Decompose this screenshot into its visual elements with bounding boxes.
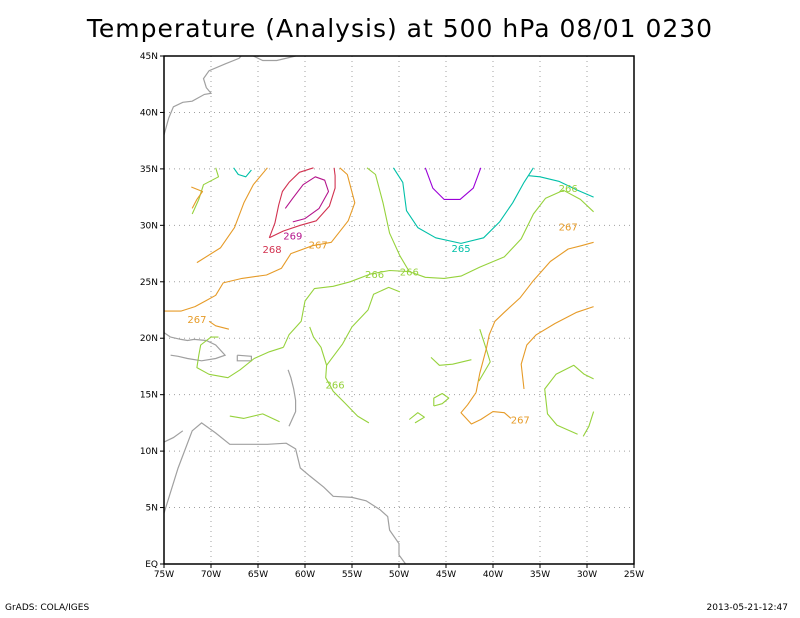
contour-line bbox=[269, 167, 336, 239]
grid-layer bbox=[164, 56, 634, 564]
y-tick-label: 35N bbox=[140, 165, 158, 175]
contour-label: 267 bbox=[309, 241, 328, 252]
y-tick-label: 20N bbox=[140, 334, 158, 344]
coastline bbox=[170, 336, 227, 362]
contour-line bbox=[229, 413, 280, 423]
x-tick-label: 25W bbox=[624, 570, 644, 580]
x-tick-label: 65W bbox=[248, 570, 268, 580]
contour-line bbox=[196, 167, 268, 264]
contour-label: 266 bbox=[559, 184, 578, 195]
contour-label: 266 bbox=[400, 268, 419, 279]
x-tick-label: 75W bbox=[154, 570, 174, 580]
footer-credit: GrADS: COLA/IGES bbox=[5, 603, 90, 613]
coastline bbox=[163, 332, 171, 338]
y-tick-label: 40N bbox=[140, 108, 158, 118]
x-tick-label: 60W bbox=[295, 570, 315, 580]
contour-line bbox=[430, 356, 472, 366]
contour-line bbox=[282, 269, 410, 348]
map-title: Temperature (Analysis) at 500 hPa 08/01 … bbox=[86, 14, 714, 43]
y-tick-label: 30N bbox=[140, 221, 158, 231]
x-tick-label: 70W bbox=[201, 570, 221, 580]
coastline bbox=[163, 55, 242, 136]
y-tick-label: EQ bbox=[145, 560, 158, 570]
contour-layer bbox=[164, 167, 595, 437]
x-tick-label: 45W bbox=[436, 570, 456, 580]
contour-label: 266 bbox=[365, 270, 384, 281]
x-tick-label: 30W bbox=[577, 570, 597, 580]
axis-tick-layer: 75W 70W 65W 60W 55W 50W 45W 40W 35W 30W 25W EQ 5N 10N… bbox=[140, 52, 644, 580]
contour-line bbox=[284, 176, 330, 223]
y-tick-label: 25N bbox=[140, 278, 158, 288]
contour-line bbox=[191, 167, 220, 215]
contour-label: 268 bbox=[263, 245, 282, 256]
contour-line bbox=[191, 186, 204, 209]
contour-label: 267 bbox=[511, 416, 530, 427]
contour-line bbox=[520, 306, 594, 390]
coastline bbox=[253, 55, 296, 62]
contour-line bbox=[408, 412, 425, 424]
contour-line bbox=[475, 241, 594, 393]
contour-line bbox=[366, 167, 594, 279]
y-tick-label: 10N bbox=[140, 447, 158, 457]
x-tick-label: 55W bbox=[342, 570, 362, 580]
contour-line bbox=[392, 167, 534, 244]
contour-line bbox=[424, 167, 482, 200]
x-tick-label: 50W bbox=[389, 570, 409, 580]
contour-label: 267 bbox=[559, 222, 578, 233]
contour-line bbox=[196, 336, 284, 379]
coastline bbox=[236, 354, 252, 362]
x-tick-label: 40W bbox=[483, 570, 503, 580]
y-tick-label: 45N bbox=[140, 52, 158, 62]
contour-line bbox=[208, 320, 230, 330]
contour-label: 265 bbox=[451, 244, 470, 255]
coastline bbox=[163, 422, 407, 565]
y-tick-label: 5N bbox=[146, 504, 158, 514]
y-tick-label: 15N bbox=[140, 391, 158, 401]
contour-line bbox=[326, 286, 401, 366]
contour-line bbox=[544, 364, 594, 435]
map-frame bbox=[163, 55, 635, 565]
contour-label: 266 bbox=[326, 381, 345, 392]
contour-line bbox=[309, 326, 370, 424]
contour-label: 267 bbox=[187, 315, 206, 326]
contour-line bbox=[268, 167, 314, 238]
contour-line bbox=[478, 329, 491, 382]
x-tick-label: 35W bbox=[530, 570, 550, 580]
coastline-layer bbox=[163, 55, 407, 565]
contour-line bbox=[433, 392, 450, 407]
contour-line bbox=[233, 167, 252, 178]
footer-timestamp: 2013-05-21-12:47 bbox=[706, 603, 789, 613]
contour-line bbox=[460, 392, 512, 425]
contour-line bbox=[164, 167, 356, 312]
contour-line bbox=[582, 411, 595, 437]
coastline bbox=[287, 369, 297, 427]
coastline bbox=[163, 430, 184, 443]
contour-label: 269 bbox=[283, 231, 302, 242]
contour-line bbox=[528, 175, 594, 198]
